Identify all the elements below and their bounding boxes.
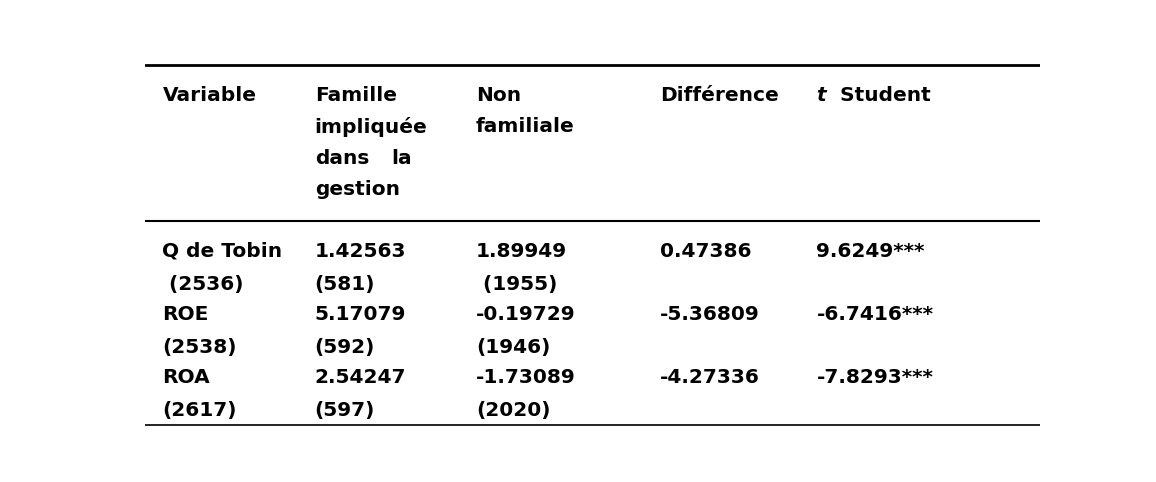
Text: 1.42563: 1.42563 xyxy=(314,241,406,261)
Text: Famille: Famille xyxy=(314,86,397,105)
Text: -7.8293***: -7.8293*** xyxy=(816,368,933,387)
Text: (1946): (1946) xyxy=(476,338,550,357)
Text: -1.73089: -1.73089 xyxy=(476,368,576,387)
Text: ROE: ROE xyxy=(162,305,209,323)
Text: 0.47386: 0.47386 xyxy=(660,241,751,261)
Text: (597): (597) xyxy=(314,401,375,420)
Text: 1.89949: 1.89949 xyxy=(476,241,568,261)
Text: la: la xyxy=(391,149,412,168)
Text: 5.17079: 5.17079 xyxy=(314,305,406,323)
Text: dans: dans xyxy=(314,149,369,168)
Text: Q de Tobin: Q de Tobin xyxy=(162,241,282,261)
Text: -0.19729: -0.19729 xyxy=(476,305,576,323)
Text: -5.36809: -5.36809 xyxy=(660,305,759,323)
Text: 2.54247: 2.54247 xyxy=(314,368,406,387)
Text: (1955): (1955) xyxy=(476,275,557,294)
Text: gestion: gestion xyxy=(314,180,400,200)
Text: ROA: ROA xyxy=(162,368,210,387)
Text: (581): (581) xyxy=(314,275,376,294)
Text: (2538): (2538) xyxy=(162,338,237,357)
Text: Student: Student xyxy=(832,86,931,105)
Text: -6.7416***: -6.7416*** xyxy=(816,305,933,323)
Text: 9.6249***: 9.6249*** xyxy=(816,241,925,261)
Text: Différence: Différence xyxy=(660,86,778,105)
Text: familiale: familiale xyxy=(476,117,575,136)
Text: Variable: Variable xyxy=(162,86,257,105)
Text: -4.27336: -4.27336 xyxy=(660,368,759,387)
Text: (2536): (2536) xyxy=(162,275,244,294)
Text: (592): (592) xyxy=(314,338,375,357)
Text: (2617): (2617) xyxy=(162,401,237,420)
Text: Non: Non xyxy=(476,86,521,105)
Text: impliquée: impliquée xyxy=(314,117,428,137)
Text: t: t xyxy=(816,86,827,105)
Text: (2020): (2020) xyxy=(476,401,550,420)
